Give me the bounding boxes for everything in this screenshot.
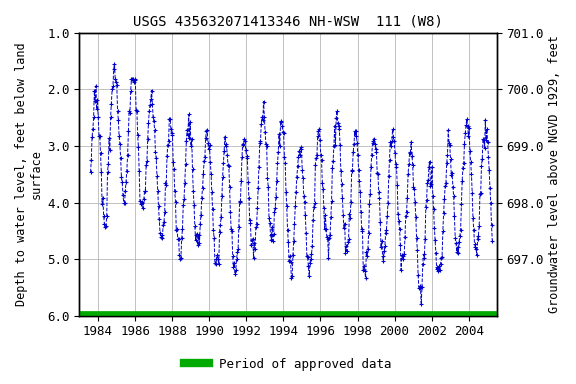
Title: USGS 435632071413346 NH-WSW  111 (W8): USGS 435632071413346 NH-WSW 111 (W8) bbox=[133, 15, 443, 29]
Y-axis label: Groundwater level above NGVD 1929, feet: Groundwater level above NGVD 1929, feet bbox=[548, 35, 561, 313]
Legend: Period of approved data: Period of approved data bbox=[179, 353, 397, 376]
Y-axis label: Depth to water level, feet below land
surface: Depth to water level, feet below land su… bbox=[15, 43, 43, 306]
